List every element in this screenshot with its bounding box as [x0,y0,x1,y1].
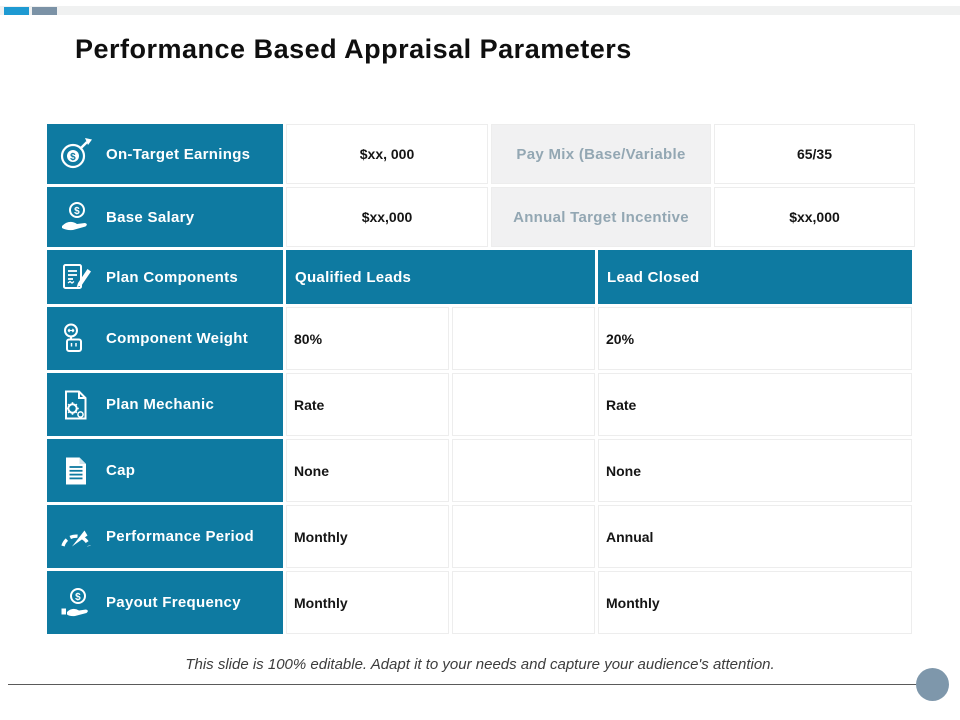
row-label: Plan Mechanic [106,396,215,413]
row-performance-period-label: Performance Period [47,505,283,568]
cap-lead-closed: None [598,439,912,502]
row-on-target-earnings-label: $ On-Target Earnings [47,124,283,184]
table-header-row: Plan Components Qualified Leads Lead Clo… [47,250,915,304]
row-plan-mechanic-label: Plan Mechanic [47,373,283,436]
payout-frequency-lead-closed: Monthly [598,571,912,634]
empty-cell [452,439,595,502]
annual-target-incentive-value: $xx,000 [714,187,915,247]
hand-coin-icon: $ [57,198,95,236]
row-label: Base Salary [106,208,195,226]
document-lines-icon [57,452,95,490]
table-body-section: Component Weight 80% 20% [47,307,915,634]
row-label: Plan Components [106,268,239,286]
row-base-salary-label: $ Base Salary [47,187,283,247]
component-weight-qualified-leads: 80% [286,307,449,370]
hanging-scale-icon [57,320,95,358]
payout-frequency-qualified-leads: Monthly [286,571,449,634]
cap-qualified-leads: None [286,439,449,502]
page-title: Performance Based Appraisal Parameters [75,34,632,64]
empty-cell [452,373,595,436]
row-label: On-Target Earnings [106,145,251,163]
pay-mix-value: 65/35 [714,124,915,184]
table-top-section: $ On-Target Earnings $xx, 000 Pay Mix (B… [47,124,915,247]
row-label: Payout Frequency [106,594,241,611]
row-label: Cap [106,462,136,479]
row-cap-label: Cap [47,439,283,502]
document-gear-icon [57,386,95,424]
pay-mix-label: Pay Mix (Base/Variable [491,124,711,184]
svg-text:$: $ [74,206,80,217]
base-salary-value: $xx,000 [286,187,488,247]
appraisal-table: $ On-Target Earnings $xx, 000 Pay Mix (B… [47,124,915,634]
empty-cell [452,307,595,370]
footer-divider-line [8,684,916,685]
component-weight-lead-closed: 20% [598,307,912,370]
performance-period-lead-closed: Annual [598,505,912,568]
row-label: Performance Period [106,528,254,545]
plan-mechanic-lead-closed: Rate [598,373,912,436]
empty-cell [452,571,595,634]
row-component-weight-label: Component Weight [47,307,283,370]
svg-text:$: $ [70,152,76,163]
empty-cell [452,505,595,568]
row-plan-components-label: Plan Components [47,250,283,304]
plan-mechanic-qualified-leads: Rate [286,373,449,436]
target-dollar-icon: $ [57,135,95,173]
speedometer-icon [57,518,95,556]
accent-rect-blue [4,7,29,15]
performance-period-qualified-leads: Monthly [286,505,449,568]
svg-text:$: $ [75,591,81,602]
footer-circle-decoration [916,668,949,701]
top-strip-decoration [0,6,960,15]
clipboard-pencil-icon [57,258,95,296]
annual-target-incentive-label: Annual Target Incentive [491,187,711,247]
footer-note: This slide is 100% editable. Adapt it to… [185,656,775,673]
column-header-lead-closed: Lead Closed [598,250,912,304]
on-target-earnings-value: $xx, 000 [286,124,488,184]
column-header-qualified-leads: Qualified Leads [286,250,595,304]
row-payout-frequency-label: $ Payout Frequency [47,571,283,634]
payout-hand-icon: $ [57,584,95,622]
accent-rect-gray [32,7,57,15]
row-label: Component Weight [106,330,249,347]
